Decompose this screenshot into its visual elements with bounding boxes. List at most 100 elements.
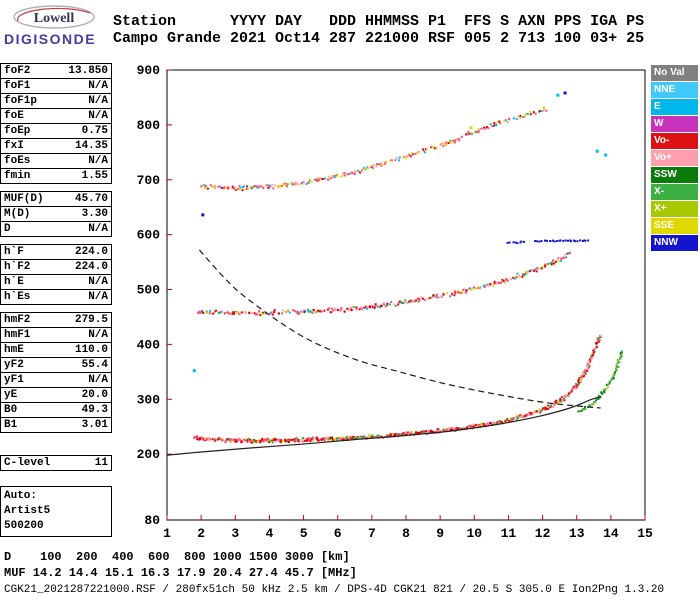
- param-row-c-level: C-level 11: [0, 455, 112, 471]
- digisonde-logo: Lowell DIGISONDE: [4, 5, 96, 47]
- param-row-fmin: fmin 1.55: [0, 168, 112, 184]
- series-f-echo-2nd-hop: [196, 251, 572, 317]
- svg-text:10: 10: [466, 526, 482, 541]
- series-f-echo-1st-hop: [193, 334, 602, 444]
- param-label: fxI: [4, 140, 24, 152]
- param-value: 1.55: [81, 170, 108, 182]
- param-label: foEp: [4, 125, 31, 137]
- legend-item-sse: SSE: [651, 218, 698, 234]
- param-label: fmin: [4, 170, 31, 182]
- legend-label: X+: [654, 203, 667, 214]
- svg-text:700: 700: [137, 173, 161, 188]
- file-info-line: CGK21_2021287221000.RSF / 280fx51ch 50 k…: [4, 584, 665, 596]
- param-group-3: hmF2 279.5 hmF1 N/A hmE 110.0 yF2 55.4 yF1 N/A yE 2…: [0, 312, 112, 433]
- legend-item-e: E: [651, 99, 698, 115]
- param-value: N/A: [88, 80, 108, 92]
- param-value: N/A: [88, 329, 108, 341]
- svg-text:900: 900: [137, 63, 161, 78]
- legend-item-w: W: [651, 116, 698, 132]
- legend-label: SSE: [654, 220, 675, 231]
- svg-text:80: 80: [144, 513, 160, 528]
- param-label: yE: [4, 389, 18, 401]
- autoscaling-line-2: 500200: [4, 520, 44, 532]
- legend-item-vo: Vo+: [651, 150, 698, 166]
- param-label: h`F2: [4, 261, 31, 273]
- legend-label: No Val: [654, 67, 685, 78]
- logo-digisonde-text: DIGISONDE: [4, 31, 96, 47]
- param-row-h-f2: h`F2 224.0: [0, 259, 112, 275]
- series-transmission-curve-muf-3000: [198, 249, 601, 409]
- svg-text:12: 12: [535, 526, 551, 541]
- legend-label: X-: [654, 186, 664, 197]
- param-label: foF1p: [4, 95, 38, 107]
- param-group-0: foF2 13.850 foF1 N/A foF1p N/A foE N/A foEp 0.75 f…: [0, 63, 112, 184]
- param-value: 20.0: [81, 389, 108, 401]
- param-row-h-es: h`Es N/A: [0, 289, 112, 305]
- legend-label: Vo+: [654, 152, 672, 163]
- svg-text:13: 13: [569, 526, 585, 541]
- param-row-fxi: fxI 14.35: [0, 138, 112, 154]
- svg-text:11: 11: [501, 526, 517, 541]
- param-value: 0.75: [81, 125, 108, 137]
- legend-label: SSW: [654, 169, 677, 180]
- param-value: 3.01: [81, 419, 108, 431]
- logo-orbit-icon: [13, 5, 95, 29]
- logo-orbit-arc-icon: [17, 7, 91, 22]
- svg-text:300: 300: [137, 392, 161, 407]
- series-f-echo-3rd-hop: [200, 106, 548, 192]
- legend-item-x: X+: [651, 201, 698, 217]
- param-label: h`Es: [4, 291, 31, 303]
- legend-item-no-val: No Val: [651, 65, 698, 81]
- param-label: foF2: [4, 65, 31, 77]
- param-group-2: h`F 224.0 h`F2 224.0 h`E N/A h`Es N/A: [0, 244, 112, 305]
- legend-item-ssw: SSW: [651, 167, 698, 183]
- axis-ticks: [166, 69, 646, 520]
- param-label: M(D): [4, 208, 31, 220]
- param-label: yF1: [4, 374, 24, 386]
- series-true-height-profile: [166, 395, 601, 456]
- series-stray-echoes: [192, 91, 608, 373]
- param-label: B0: [4, 404, 18, 416]
- legend-label: W: [654, 118, 664, 129]
- legend-label: Vo-: [654, 135, 670, 146]
- param-label: C-level: [4, 457, 51, 469]
- svg-text:9: 9: [436, 526, 444, 541]
- param-row-yf1: yF1 N/A: [0, 372, 112, 388]
- svg-text:15: 15: [637, 526, 653, 541]
- legend-label: NNW: [654, 237, 678, 248]
- param-value: 55.4: [81, 359, 108, 371]
- svg-text:8: 8: [402, 526, 410, 541]
- param-row-b1: B1 3.01: [0, 417, 112, 433]
- svg-text:3: 3: [231, 526, 239, 541]
- param-value: N/A: [88, 155, 108, 167]
- param-label: h`E: [4, 276, 24, 288]
- legend-label: NNE: [654, 84, 676, 95]
- param-value: 224.0: [74, 246, 108, 258]
- param-label: h`F: [4, 246, 24, 258]
- param-value: 14.35: [74, 140, 108, 152]
- plot-frame: [166, 69, 646, 521]
- param-group-1: MUF(D) 45.70 M(D) 3.30 D N/A: [0, 191, 112, 237]
- autoscaling-line-1: Artist5: [4, 505, 51, 517]
- x-axis-labels: 1 2 3 4 5 6 7 8 9 10 11 12 13 14 15: [163, 526, 653, 541]
- series-nnw-spread-echoes-sparse: [506, 239, 546, 245]
- param-value: N/A: [88, 95, 108, 107]
- direction-legend: No Val NNE E W Vo- Vo+ SSW X- X+ SSE NNW: [651, 65, 698, 252]
- param-label: hmF2: [4, 314, 31, 326]
- svg-text:2: 2: [197, 526, 205, 541]
- param-value: N/A: [88, 291, 108, 303]
- param-value: 13.850: [68, 65, 108, 77]
- svg-text:5: 5: [300, 526, 308, 541]
- param-value: N/A: [88, 223, 108, 235]
- param-value: N/A: [88, 276, 108, 288]
- series-nnw-spread-echoes: [546, 239, 590, 243]
- svg-text:600: 600: [137, 228, 161, 243]
- param-label: yF2: [4, 359, 24, 371]
- param-value: 45.70: [74, 193, 108, 205]
- legend-item-nnw: NNW: [651, 235, 698, 251]
- logo-lowell-text: Lowell: [34, 11, 75, 26]
- param-value: 11: [94, 457, 108, 469]
- parameter-panel: foF2 13.850 foF1 N/A foF1p N/A foE N/A foEp 0.75 f…: [0, 63, 112, 537]
- svg-text:14: 14: [603, 526, 619, 541]
